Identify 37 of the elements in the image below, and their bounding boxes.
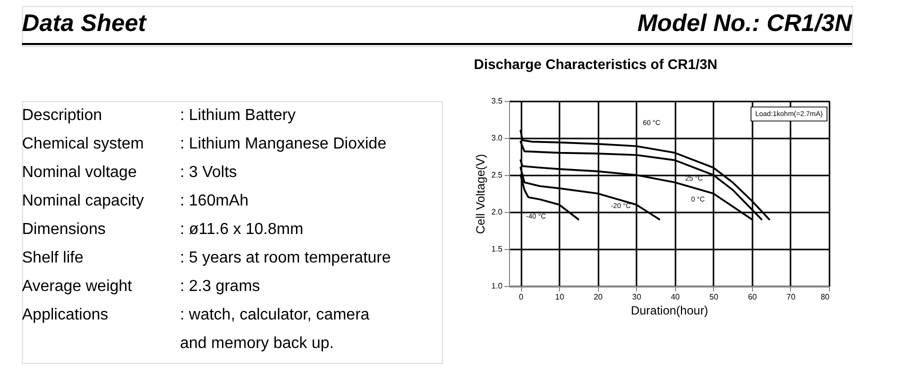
x-tick-label: 40 [670, 292, 680, 302]
text: Data Sheet [22, 10, 148, 37]
text: : 3 Volts [180, 164, 237, 181]
text: : 5 years at room temperature [180, 250, 391, 266]
text: Model No.: CR1/3N [637, 10, 853, 37]
x-tick-label: 20 [594, 292, 604, 302]
text: Dimensions [22, 221, 106, 238]
x-tick-label: 70 [786, 292, 796, 302]
y-tick-label: 2.5 [491, 170, 504, 180]
text: : 160mAh [180, 192, 248, 210]
text: : watch, calculator, camera [180, 306, 370, 324]
text: Nominal voltage [22, 164, 137, 181]
y-tick-label: 1.5 [491, 244, 504, 254]
text: : 2.3 grams [180, 278, 260, 295]
y-tick-label: 3.5 [491, 96, 504, 106]
y-tick-label: 2.0 [491, 208, 504, 216]
x-tick-label: 80 [820, 292, 830, 302]
y-axis-title: Cell Voltage(V) [473, 154, 488, 234]
text: Chemical system [22, 136, 144, 152]
x-tick-label: 10 [555, 292, 565, 302]
text: Applications [22, 306, 108, 324]
x-tick-label: 0 [518, 292, 524, 302]
x-tick-label: 30 [632, 292, 642, 302]
text: Nominal capacity [22, 192, 144, 210]
text: and memory back up. [180, 335, 334, 352]
x-tick-label: 50 [709, 292, 719, 302]
y-tick-label: 1.0 [491, 282, 504, 290]
text: : Lithium Manganese Dioxide [180, 136, 386, 152]
text: Average weight [22, 278, 133, 295]
text: : ø11.6 x 10.8mm [180, 221, 304, 238]
text: Description [22, 107, 102, 124]
x-axis-title: Duration(hour) [630, 304, 708, 318]
y-tick-label: 3.0 [491, 134, 504, 142]
x-tick-label: 60 [748, 292, 758, 302]
chart-title: Discharge Characteristics of CR1/3N [474, 56, 718, 72]
text: : Lithium Battery [180, 107, 296, 124]
text: Shelf life [22, 250, 84, 266]
